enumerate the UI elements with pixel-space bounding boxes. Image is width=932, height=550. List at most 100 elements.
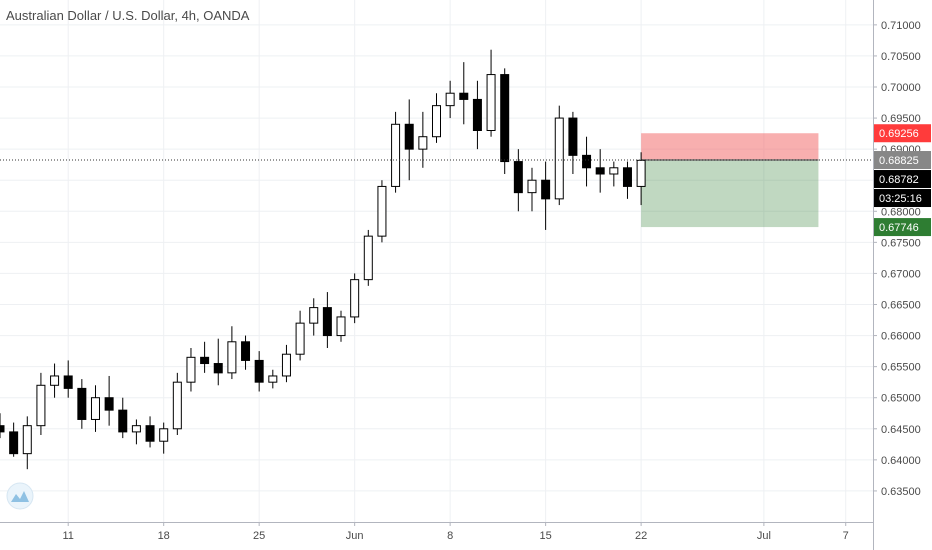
bid-price-tag: 0.68782 <box>874 170 931 189</box>
candle <box>336 310 346 342</box>
candle <box>459 62 469 125</box>
candle-body <box>172 381 182 430</box>
bid-price-tag-bg <box>874 170 931 189</box>
candle-body <box>595 167 605 175</box>
candle <box>513 149 523 212</box>
candle <box>90 385 100 432</box>
candle <box>227 326 237 380</box>
candle-body <box>268 375 278 383</box>
chart-grid <box>0 0 873 522</box>
candle-body <box>0 425 5 433</box>
candle-body <box>227 341 237 374</box>
candle <box>363 229 373 286</box>
time-axis[interactable]: 11 18 25 Jun 8 15 22 Jul 7 <box>0 522 873 542</box>
candle <box>527 167 537 212</box>
candle-body <box>63 375 73 389</box>
stop-price-tag-text: 0.69256 <box>879 128 919 140</box>
price-tick-label: 0.66000 <box>881 331 921 343</box>
time-tick-label: Jul <box>757 530 771 542</box>
candle-body <box>391 123 401 187</box>
candle <box>63 360 73 398</box>
candle-body <box>418 136 428 150</box>
candles <box>0 49 646 470</box>
candle <box>22 416 32 470</box>
time-tick-label: 15 <box>540 530 552 542</box>
stop-price-tag: 0.69256 <box>874 124 931 143</box>
time-tick-label: 7 <box>843 530 849 542</box>
candle <box>541 161 551 230</box>
candle <box>391 111 401 193</box>
candle-body <box>131 425 141 433</box>
candle <box>200 341 210 373</box>
candle-body <box>254 359 264 383</box>
candle-body <box>159 428 169 442</box>
candle <box>622 161 632 199</box>
candle-body <box>513 161 523 194</box>
price-tick-label: 0.64000 <box>881 455 921 467</box>
candle-body <box>336 316 346 337</box>
candle <box>145 416 155 448</box>
time-tick-label: 18 <box>158 530 170 542</box>
candle <box>104 375 114 426</box>
time-tick-label: 25 <box>253 530 265 542</box>
candle-body <box>186 356 196 383</box>
candle-body <box>322 307 332 337</box>
price-tick-label: 0.66500 <box>881 300 921 312</box>
countdown-tag-bg <box>874 189 931 208</box>
price-tick-label: 0.69500 <box>881 113 921 125</box>
candle <box>322 292 332 348</box>
candle <box>350 273 360 324</box>
position-tool[interactable] <box>641 133 819 228</box>
candle-body <box>554 117 564 200</box>
candle <box>159 422 169 454</box>
candle-body <box>609 167 619 175</box>
chart-title: Australian Dollar / U.S. Dollar, 4h, OAN… <box>6 8 250 23</box>
candle-body <box>582 154 592 169</box>
countdown-tag-text: 03:25:16 <box>879 193 922 205</box>
candle-body <box>9 431 19 455</box>
candle-body <box>404 123 414 150</box>
candle <box>609 161 619 187</box>
price-tick-label: 0.70500 <box>881 51 921 63</box>
candle <box>472 80 482 150</box>
candle-body <box>432 105 441 138</box>
candle <box>131 419 141 445</box>
price-tick-label: 0.71000 <box>881 20 921 32</box>
candle <box>77 379 87 429</box>
candle <box>404 99 414 181</box>
target-price-tag-text: 0.67746 <box>879 222 919 234</box>
candle <box>309 298 319 336</box>
time-tick-label: 22 <box>635 530 647 542</box>
candle <box>172 372 182 435</box>
logo-icon[interactable] <box>6 482 34 510</box>
candle <box>418 111 428 168</box>
candle-body <box>527 179 537 194</box>
target-price-tag: 0.67746 <box>874 218 931 237</box>
candle-body <box>350 279 360 318</box>
time-tick-label: 8 <box>447 530 453 542</box>
candle <box>186 348 196 392</box>
candle <box>636 152 646 206</box>
candle <box>432 93 441 143</box>
price-tick-label: 0.70000 <box>881 82 921 94</box>
candle-body <box>22 425 32 455</box>
current-price-tag-text: 0.68825 <box>879 155 919 167</box>
price-tick-label: 0.64500 <box>881 424 921 436</box>
current-price-tag-bg <box>874 151 931 170</box>
time-tick-label: Jun <box>346 530 364 542</box>
candle <box>486 49 496 137</box>
stop-price-tag-bg <box>874 124 931 143</box>
candle-body <box>90 397 100 420</box>
price-tags: 0.69256 0.68825 0.68782 03:25:16 0.67746 <box>874 124 931 237</box>
plot-area <box>0 0 873 522</box>
price-tick-label: 0.63500 <box>881 486 921 498</box>
candle <box>568 111 578 174</box>
candle-body <box>118 409 128 433</box>
candle-body <box>200 356 210 365</box>
candle-body <box>281 353 291 377</box>
time-tick-label: 11 <box>62 530 73 542</box>
target-price-tag-bg <box>874 218 931 237</box>
candle <box>268 369 278 389</box>
price-axis[interactable]: 0.63500 0.64000 0.64500 0.65000 0.65500 0.660… <box>873 0 921 550</box>
